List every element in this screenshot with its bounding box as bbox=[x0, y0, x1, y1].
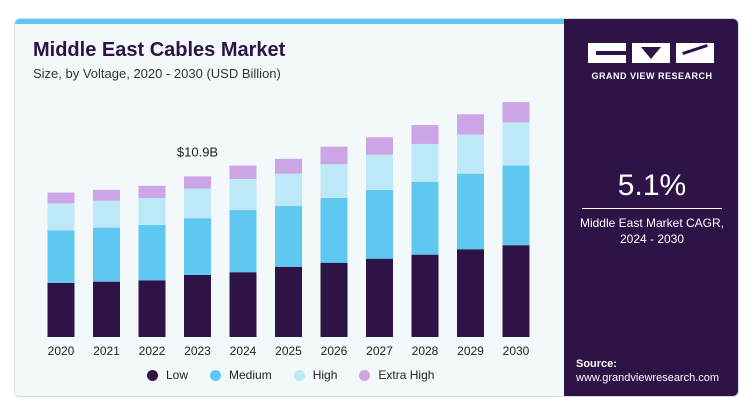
source-url: www.grandviewresearch.com bbox=[576, 372, 720, 384]
bar-segment-medium-2020 bbox=[47, 230, 75, 283]
bar-segment-extra-high-2021 bbox=[93, 189, 120, 201]
bar-segment-low-2026 bbox=[320, 262, 348, 337]
x-tick-label-2020: 2020 bbox=[48, 344, 75, 358]
cagr-label-line2: 2024 - 2030 bbox=[619, 232, 685, 246]
bar-segment-extra-high-2029 bbox=[457, 114, 484, 135]
bar-segment-high-2023 bbox=[184, 188, 211, 219]
bar-segment-medium-2022 bbox=[138, 224, 166, 281]
x-tick-label-2022: 2022 bbox=[139, 344, 166, 358]
bar-segment-extra-high-2020 bbox=[47, 192, 75, 204]
grand-view-research-logo-icon bbox=[588, 43, 714, 63]
bar-segment-medium-2028 bbox=[411, 181, 439, 255]
cagr-divider bbox=[582, 208, 722, 209]
x-tick-label-2026: 2026 bbox=[321, 344, 348, 358]
brand-name: GRAND VIEW RESEARCH bbox=[591, 71, 713, 81]
x-tick-label-2029: 2029 bbox=[457, 344, 484, 358]
cagr-label-line1: Middle East Market CAGR, bbox=[579, 216, 725, 230]
bar-segment-extra-high-2026 bbox=[320, 146, 348, 165]
cagr-value: 5.1% bbox=[617, 169, 687, 202]
bar-segment-high-2024 bbox=[229, 179, 257, 211]
bar-segment-medium-2025 bbox=[275, 206, 302, 267]
report-card: Middle East Cables Market Size, by Volta… bbox=[14, 18, 739, 397]
bar-segment-extra-high-2027 bbox=[366, 137, 393, 155]
x-tick-label-2028: 2028 bbox=[412, 344, 439, 358]
chart-legend: Low Medium High Extra High bbox=[147, 368, 434, 382]
bar-segment-low-2030 bbox=[502, 245, 530, 337]
bar-segment-low-2021 bbox=[93, 281, 120, 337]
bar-segment-low-2024 bbox=[229, 272, 257, 337]
legend-swatch-extra-high bbox=[359, 369, 371, 381]
chart-panel: Middle East Cables Market Size, by Volta… bbox=[15, 19, 564, 396]
bar-segment-medium-2030 bbox=[502, 165, 530, 246]
bar-segment-extra-high-2025 bbox=[275, 158, 302, 174]
x-tick-label-2023: 2023 bbox=[184, 344, 211, 358]
legend-label-extra-high: Extra High bbox=[378, 368, 435, 382]
logo-block-g bbox=[588, 43, 626, 63]
x-tick-label-2025: 2025 bbox=[275, 344, 302, 358]
legend-label-medium: Medium bbox=[229, 368, 272, 382]
accent-bar bbox=[15, 19, 564, 24]
bar-segment-extra-high-2024 bbox=[229, 165, 257, 180]
annotation-total-2023: $10.9B bbox=[177, 144, 218, 159]
bar-segment-extra-high-2028 bbox=[411, 125, 439, 144]
legend-label-high: High bbox=[312, 368, 338, 382]
x-tick-label-2027: 2027 bbox=[366, 344, 393, 358]
legend-swatch-high bbox=[293, 369, 305, 381]
source-title: Source: bbox=[576, 358, 617, 370]
bar-segment-low-2029 bbox=[457, 249, 484, 337]
legend-item-low: Low bbox=[147, 368, 188, 382]
cagr-label: Middle East Market CAGR, 2024 - 2030 bbox=[564, 215, 738, 247]
chart-title: Middle East Cables Market bbox=[33, 39, 286, 61]
x-tick-label-2024: 2024 bbox=[230, 344, 257, 358]
logo-block-r bbox=[676, 43, 714, 63]
legend-item-high: High bbox=[293, 368, 338, 382]
legend-swatch-medium bbox=[210, 369, 222, 381]
source-note: Source: www.grandviewresearch.com bbox=[576, 357, 719, 385]
stacked-bar-chart: 2020 2021 2022 2023 $10.9B 2024 2025 2026 2027 20… bbox=[47, 102, 530, 358]
bar-segment-medium-2029 bbox=[457, 173, 484, 250]
bar-segment-low-2027 bbox=[366, 258, 393, 337]
bar-segment-medium-2027 bbox=[366, 189, 393, 259]
legend-item-extra-high: Extra High bbox=[359, 368, 434, 382]
bar-segment-low-2023 bbox=[184, 274, 211, 337]
x-tick-label-2030: 2030 bbox=[503, 344, 530, 358]
bar-segment-low-2025 bbox=[275, 266, 302, 337]
legend-item-medium: Medium bbox=[210, 368, 272, 382]
bar-segment-low-2022 bbox=[138, 280, 166, 337]
x-tick-label-2021: 2021 bbox=[93, 344, 120, 358]
bar-segment-extra-high-2030 bbox=[502, 102, 530, 123]
bar-segment-high-2022 bbox=[138, 197, 166, 225]
bar-segment-low-2028 bbox=[411, 254, 439, 337]
bar-segment-high-2030 bbox=[502, 122, 530, 166]
insight-panel: GRAND VIEW RESEARCH 5.1% Middle East Mar… bbox=[564, 19, 738, 396]
chart-subtitle: Size, by Voltage, 2020 - 2030 (USD Billi… bbox=[33, 66, 281, 81]
bar-segment-high-2020 bbox=[47, 203, 75, 231]
bar-segment-medium-2021 bbox=[93, 227, 120, 282]
bar-segment-medium-2026 bbox=[320, 197, 348, 263]
bar-segment-extra-high-2023 bbox=[184, 176, 211, 189]
bar-segment-high-2027 bbox=[366, 154, 393, 190]
legend-label-low: Low bbox=[166, 368, 189, 382]
bar-segment-high-2025 bbox=[275, 173, 302, 207]
logo-block-v bbox=[632, 43, 670, 63]
legend-swatch-low bbox=[147, 369, 158, 381]
bar-segment-low-2020 bbox=[47, 283, 75, 337]
bar-segment-medium-2024 bbox=[229, 210, 257, 273]
bar-segment-high-2026 bbox=[320, 164, 348, 198]
bar-segment-high-2028 bbox=[411, 143, 439, 182]
bar-segment-extra-high-2022 bbox=[138, 185, 166, 198]
bar-segment-high-2021 bbox=[93, 200, 120, 228]
bar-segment-medium-2023 bbox=[184, 218, 211, 275]
bar-segment-high-2029 bbox=[457, 134, 484, 174]
